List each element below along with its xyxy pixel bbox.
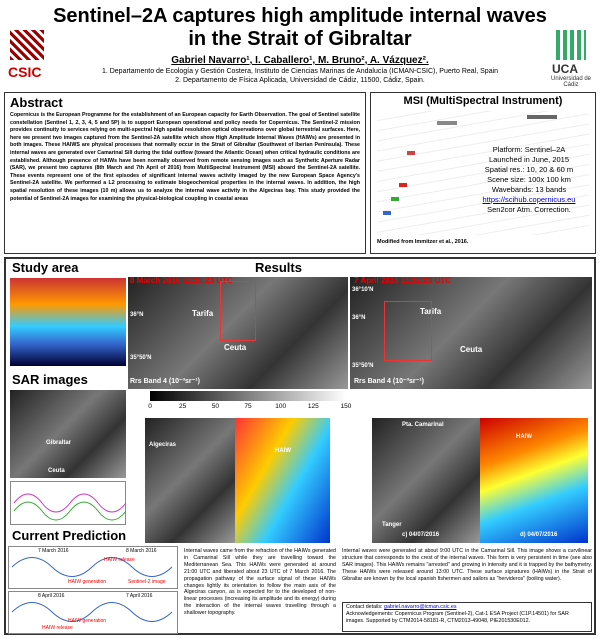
- satellite-image: 7 April 2016 11:12:23 UTC 36°10'N 36°N 3…: [350, 276, 592, 389]
- msi-line: Wavebands: 13 bands: [491, 185, 567, 194]
- results-text: Internal waves were generated at about 9…: [342, 548, 592, 582]
- results-text: Internal waves came from the refraction …: [184, 548, 336, 617]
- satellite-image: 8 March 2016 11:20:23 UTC 36°N 35°50'N T…: [128, 276, 348, 389]
- panel-label: c) 04/07/2016: [402, 532, 440, 538]
- acknowledgements: Acknowledgements: Copernicus Program (Se…: [346, 610, 569, 624]
- map-label: 35°50'N: [130, 355, 152, 361]
- map-label: 36°N: [352, 315, 366, 321]
- map-label: Pta. Camarinal: [402, 422, 444, 428]
- plot-label: 8 April 2016: [38, 593, 65, 599]
- image-date: 7 April 2016 11:12:23 UTC: [354, 276, 452, 285]
- map-label: HAIW: [275, 448, 291, 454]
- logo-mark: [556, 30, 586, 60]
- map-label: Tarifa: [192, 309, 214, 318]
- map-label: Tanger: [382, 522, 402, 528]
- section-heading: MSI (MultiSpectral Instrument): [403, 95, 563, 107]
- colorbar: [150, 391, 346, 401]
- zoom-image: HAIW d) 04/07/2016: [480, 418, 588, 543]
- colorbar-tick-label: 75: [244, 403, 252, 410]
- footnote: Modified from Immitzer et al., 2016.: [377, 239, 469, 245]
- map-label: Tarifa: [420, 307, 442, 316]
- zoom-image: HAIW: [235, 418, 330, 543]
- affiliations: 1. Departamento de Ecología y Gestión Co…: [60, 67, 540, 85]
- results-panel: [4, 257, 596, 635]
- affiliation: 1. Departamento de Ecología y Gestión Co…: [101, 68, 499, 75]
- map-label: Gibraltar: [46, 440, 72, 446]
- colorbar-tick-label: 125: [307, 403, 319, 410]
- spectral-figure: [377, 111, 589, 235]
- colorbar-tick-label: 0: [148, 403, 152, 410]
- section-heading: Study area: [12, 260, 79, 275]
- plot-label: 8 March 2016: [126, 548, 157, 554]
- zoom-image: Pta. Camarinal Tanger c) 04/07/2016: [372, 418, 480, 543]
- colorbar-tick-label: 25: [179, 403, 187, 410]
- map-label: 36°N: [130, 312, 144, 318]
- plot-label: HAIW release: [42, 625, 73, 631]
- band-label: Rrs Band 4 (10⁻³sr⁻¹): [130, 378, 201, 385]
- contact-label: Contact details:: [346, 604, 383, 610]
- logo-subtext: Universidad de Cádiz: [550, 76, 592, 88]
- section-heading: Current Prediction: [12, 528, 127, 543]
- panel-label: d) 04/07/2016: [520, 532, 558, 538]
- title-line: Sentinel–2A captures high amplitude inte…: [53, 5, 547, 27]
- current-plots: 7 March 2016 8 March 2016 HAIW release H…: [8, 546, 178, 634]
- map-label: Algeciras: [149, 442, 177, 448]
- logo-mark: [10, 30, 44, 60]
- msi-box: MSI (MultiSpectral Instrument) Platform:…: [370, 92, 596, 254]
- plot-label: Sentinel-2 image: [128, 579, 166, 585]
- title: Sentinel–2A captures high amplitude inte…: [0, 5, 600, 51]
- image-date: 8 March 2016 11:20:23 UTC: [130, 276, 233, 285]
- map-label: Ceuta: [460, 345, 483, 354]
- plot-label: HAIW generation: [68, 618, 107, 624]
- colorbar-tick-label: 50: [211, 403, 219, 410]
- map-label: Ceuta: [48, 468, 65, 474]
- msi-line: Scene size: 100x 100 km: [487, 175, 571, 184]
- title-line: in the Strait of Gibraltar: [188, 28, 412, 50]
- plot-label: HAIW release: [104, 557, 135, 563]
- plot-label: 7 March 2016: [38, 548, 69, 554]
- logo-text: CSIC: [8, 64, 42, 80]
- sar-plot: [10, 481, 126, 525]
- msi-link[interactable]: https://scihub.copernicus.eu: [482, 195, 576, 204]
- study-area-map: [10, 278, 126, 366]
- section-heading: Results: [255, 260, 302, 275]
- abstract-text: Copernicus is the European Programme for…: [10, 112, 360, 202]
- plot-label: HAIW generation: [68, 579, 107, 585]
- msi-info: Platform: Sentinel–2A Launched in June, …: [469, 145, 589, 215]
- section-heading: Abstract: [10, 95, 63, 110]
- abstract-box: Abstract Copernicus is the European Prog…: [4, 92, 366, 254]
- msi-line: Sen2cor Atm. Correction.: [487, 205, 571, 214]
- colorbar-tick-label: 150: [340, 403, 352, 410]
- authors: Gabriel Navarro¹, I. Caballero¹, M. Brun…: [171, 55, 429, 66]
- colorbar-tick-label: 100: [275, 403, 287, 410]
- msi-line: Platform: Sentinel–2A: [492, 145, 566, 154]
- zoom-image: Algeciras: [145, 418, 235, 543]
- section-heading: SAR images: [12, 372, 88, 387]
- map-label: Ceuta: [224, 343, 247, 352]
- band-label: Rrs Band 4 (10⁻³sr⁻¹): [354, 378, 425, 385]
- map-label: 35°50'N: [352, 363, 374, 369]
- contact-email[interactable]: gabriel.navarro@icman.csic.es: [384, 604, 457, 610]
- contact-box: Contact details: gabriel.navarro@icman.c…: [342, 602, 592, 632]
- map-label: 36°10'N: [352, 287, 374, 293]
- msi-line: Spatial res.: 10, 20 & 60 m: [484, 165, 574, 174]
- plot-label: 7 April 2016: [126, 593, 153, 599]
- map-label: HAIW: [516, 434, 532, 440]
- msi-line: Launched in June, 2015: [488, 155, 570, 164]
- colorbar-ticks: 0 25 50 75 100 125 150: [148, 403, 351, 413]
- sar-images: Gibraltar Ceuta: [10, 390, 126, 478]
- affiliation: 2. Departamento de Física Aplicada, Univ…: [175, 77, 425, 84]
- logo-text: UCA: [552, 62, 578, 76]
